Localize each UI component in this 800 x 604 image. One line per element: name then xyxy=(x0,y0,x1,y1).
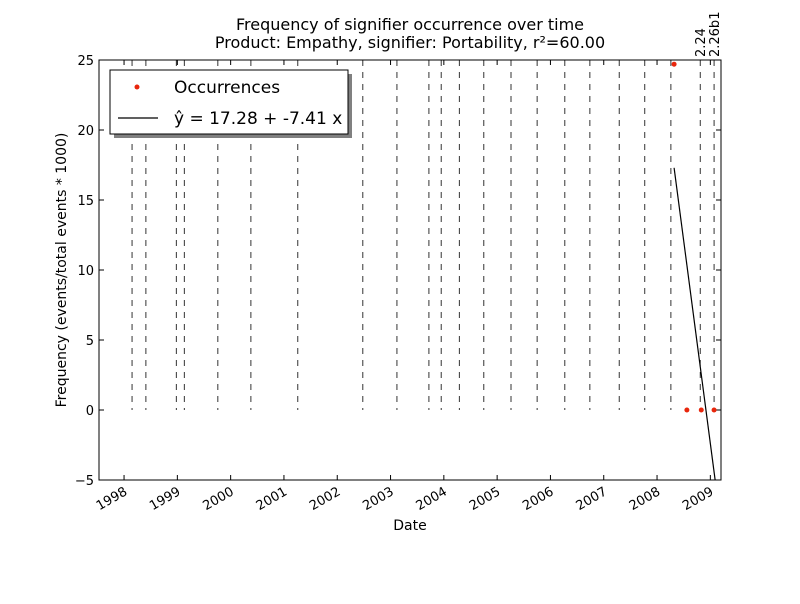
event-label: 2.26b1 xyxy=(708,12,723,57)
data-point xyxy=(698,407,704,413)
legend-box xyxy=(109,69,349,135)
y-tick-label: −5 xyxy=(75,474,94,489)
legend-marker xyxy=(134,84,140,90)
legend-label: Occurrences xyxy=(174,78,280,98)
y-tick-label: 20 xyxy=(77,124,94,139)
event-label: 2.24 xyxy=(694,28,709,57)
y-axis-label: Frequency (events/total events * 1000) xyxy=(54,133,70,408)
data-point xyxy=(684,407,690,413)
y-tick-label: 5 xyxy=(86,334,94,349)
plot-frame xyxy=(98,59,722,481)
x-axis-label: Date xyxy=(393,518,426,534)
y-tick-label: 15 xyxy=(77,194,94,209)
y-tick-label: 10 xyxy=(77,264,94,279)
chart-title: Frequency of signifier occurrence over t… xyxy=(236,15,584,34)
y-tick-label: 25 xyxy=(77,54,94,69)
data-point xyxy=(671,61,677,67)
y-tick-label: 0 xyxy=(86,404,94,419)
fit-line xyxy=(673,167,716,480)
legend-label: ŷ = 17.28 + -7.41 x xyxy=(174,109,342,129)
chart-subtitle: Product: Empathy, signifier: Portability… xyxy=(215,33,605,52)
data-point xyxy=(711,407,717,413)
